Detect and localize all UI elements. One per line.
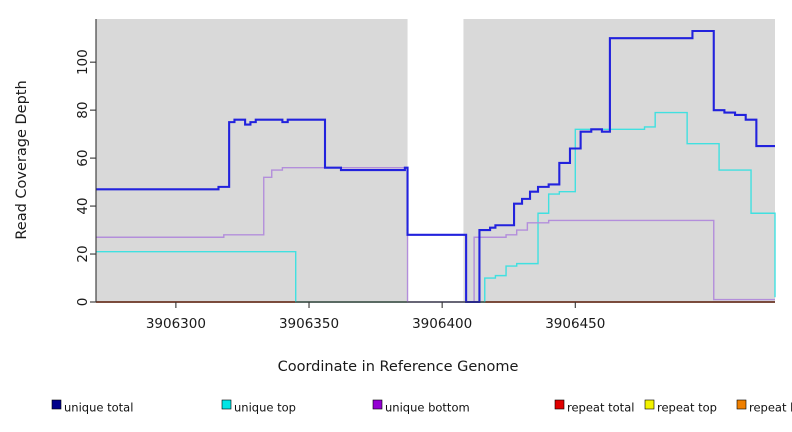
- series-line-unique-total: [96, 29, 775, 304]
- x-tick-label: 3906350: [279, 316, 339, 332]
- legend-swatch: [736, 399, 747, 410]
- legend-swatch: [644, 399, 655, 410]
- legend-label: repeat bottom: [749, 401, 792, 415]
- y-tick-label: 20: [75, 245, 91, 262]
- legend-item-repeat-top[interactable]: repeat top: [644, 399, 717, 415]
- y-tick-label: 100: [75, 49, 91, 75]
- chart-legend: unique total unique top unique bottom repea…: [51, 399, 792, 415]
- legend-item-unique-total[interactable]: unique total: [51, 399, 133, 415]
- legend-label: repeat top: [657, 401, 717, 415]
- x-axis-title: Coordinate in Reference Genome: [278, 359, 519, 375]
- legend-swatch: [372, 399, 383, 410]
- y-tick-label: 40: [75, 197, 91, 214]
- legend-item-repeat-total[interactable]: repeat total: [554, 399, 634, 415]
- x-tick-label: 3906300: [146, 316, 206, 332]
- legend-item-unique-top[interactable]: unique top: [221, 399, 296, 415]
- legend-label: unique total: [64, 401, 133, 415]
- x-axis-ticks: 3906300 3906350 3906400 3906450: [146, 302, 605, 332]
- legend-swatch: [554, 399, 565, 410]
- legend-label: unique bottom: [385, 401, 470, 415]
- x-tick-label: 3906400: [412, 316, 472, 332]
- legend-label: repeat total: [567, 401, 634, 415]
- y-axis-ticks: 0 20 40 60 80 100: [75, 49, 96, 306]
- legend-swatch: [51, 399, 62, 410]
- legend-label: unique top: [234, 401, 296, 415]
- x-tick-label: 3906450: [545, 316, 605, 332]
- series-line-unique-bottom: [96, 166, 775, 303]
- data-gap-region: [407, 19, 464, 302]
- legend-item-unique-bottom[interactable]: unique bottom: [372, 399, 470, 415]
- y-axis-title: Read Coverage Depth: [14, 80, 30, 239]
- legend-swatch: [221, 399, 232, 410]
- y-tick-label: 80: [75, 102, 91, 119]
- y-tick-label: 0: [75, 298, 91, 307]
- y-tick-label: 60: [75, 150, 91, 167]
- legend-item-repeat-bottom[interactable]: repeat bottom: [736, 399, 792, 415]
